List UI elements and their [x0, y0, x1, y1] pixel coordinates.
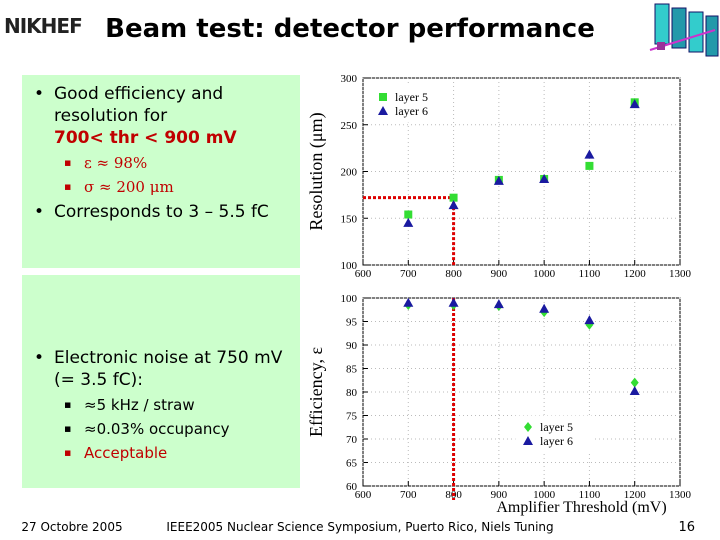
point — [629, 386, 640, 396]
y-tick-label: 100 — [341, 293, 358, 305]
footer-event: IEEE2005 Nuclear Science Symposium, Puer… — [166, 520, 553, 534]
detector-part — [688, 11, 704, 53]
point — [584, 149, 595, 159]
sub-bullet: σ ≈ 200 μm — [32, 177, 294, 197]
y-tick-label: 65 — [346, 458, 358, 470]
point — [629, 99, 640, 109]
legend-label: layer 5 — [540, 420, 573, 434]
bullet: Electronic noise at 750 mV (= 3.5 fC): — [32, 347, 294, 391]
x-axis-label: Amplifier Threshold (mV) — [496, 499, 666, 516]
detector-part — [654, 3, 670, 45]
x-tick-label: 600 — [355, 489, 372, 501]
bullet: Good efficiency and resolution for 700< … — [32, 83, 294, 149]
text-box: Good efficiency and resolution for 700< … — [22, 75, 300, 268]
x-tick-label: 900 — [491, 268, 508, 280]
y-tick-label: 300 — [341, 73, 358, 85]
x-tick-label: 700 — [400, 268, 417, 280]
y-tick-label: 60 — [346, 481, 358, 493]
x-tick-label: 700 — [400, 489, 417, 501]
x-tick-label: 1000 — [533, 268, 556, 280]
legend-swatch — [379, 93, 387, 101]
detector-part — [671, 7, 687, 49]
point — [448, 297, 459, 307]
legend-label: layer 5 — [395, 90, 428, 104]
y-tick-label: 90 — [346, 340, 358, 352]
page-number: 16 — [678, 520, 695, 535]
x-tick-label: 1300 — [669, 268, 692, 280]
point — [630, 377, 639, 388]
detector-part — [657, 42, 665, 50]
y-axis-label: Efficiency, ε — [306, 347, 326, 437]
point — [585, 161, 594, 170]
y-tick-label: 80 — [346, 387, 358, 399]
point — [404, 210, 413, 219]
y-tick-label: 70 — [346, 434, 358, 446]
detector-part — [705, 15, 719, 57]
point — [403, 297, 414, 307]
legend-box — [370, 85, 448, 123]
y-tick-label: 85 — [346, 364, 358, 376]
legend-swatch — [523, 436, 533, 445]
legend-box — [515, 415, 593, 453]
point — [539, 303, 550, 313]
x-tick-label: 1100 — [579, 489, 601, 501]
point — [403, 217, 414, 227]
sub-bullet: ε ≈ 98% — [32, 153, 294, 173]
point — [493, 175, 504, 185]
sub-bullet: ≈0.03% occupancy — [32, 419, 294, 439]
y-tick-label: 150 — [341, 213, 358, 225]
sub-bullet: Acceptable — [32, 443, 294, 463]
bullet-text: Good efficiency and resolution for — [54, 84, 224, 126]
y-tick-label: 250 — [341, 120, 358, 132]
x-tick-label: 1200 — [624, 489, 647, 501]
y-tick-label: 75 — [346, 411, 358, 423]
text-box: Electronic noise at 750 mV (= 3.5 fC): ≈… — [22, 275, 300, 488]
x-tick-label: 1000 — [533, 489, 556, 501]
footer-date: 27 Octobre 2005 — [21, 520, 122, 534]
point — [539, 173, 550, 183]
point — [448, 200, 459, 210]
legend-swatch — [524, 422, 532, 432]
bullet: Corresponds to 3 – 5.5 fC — [32, 201, 294, 223]
x-tick-label: 600 — [355, 268, 372, 280]
point — [449, 193, 458, 202]
legend-label: layer 6 — [395, 104, 428, 118]
legend-swatch — [378, 106, 388, 115]
y-tick-label: 100 — [341, 260, 358, 272]
x-tick-label: 1200 — [624, 268, 647, 280]
x-tick-label: 900 — [491, 489, 508, 501]
legend-label: layer 6 — [540, 434, 573, 448]
highlight: 700< thr < 900 mV — [54, 128, 237, 148]
sub-bullet: ≈5 kHz / straw — [32, 395, 294, 415]
x-tick-label: 1100 — [579, 268, 601, 280]
x-tick-label: 1300 — [669, 489, 692, 501]
detector-image — [649, 3, 719, 57]
slide-title: Beam test: detector performance — [105, 14, 595, 44]
logo: NIKHEF — [4, 14, 83, 38]
y-axis-label: Resolution (μm) — [306, 112, 327, 230]
x-tick-label: 800 — [445, 268, 462, 280]
point — [493, 299, 504, 309]
y-tick-label: 95 — [346, 317, 358, 329]
point — [584, 315, 595, 325]
y-tick-label: 200 — [341, 167, 358, 179]
